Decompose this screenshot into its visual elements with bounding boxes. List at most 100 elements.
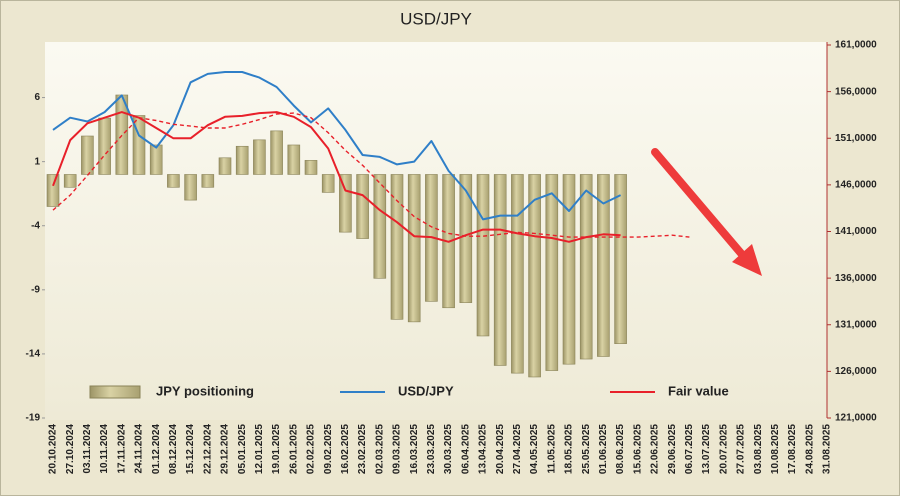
x-tick-label: 16.03.2025 [409, 424, 420, 474]
x-tick-label: 27.10.2024 [65, 424, 76, 474]
bar [562, 174, 576, 365]
bar [459, 174, 473, 303]
x-tick-label: 10.08.2025 [770, 424, 781, 474]
x-tick-label: 24.11.2024 [134, 424, 145, 474]
x-tick-label: 15.06.2025 [632, 424, 643, 474]
x-tick-label: 31.08.2025 [822, 424, 833, 474]
x-tick-label: 30.03.2025 [443, 424, 454, 474]
bar [253, 139, 266, 175]
bar [321, 174, 335, 193]
bar [98, 117, 111, 175]
x-tick-label: 05.01.2025 [237, 424, 248, 474]
legend-label: JPY positioning [156, 383, 254, 398]
bar [339, 174, 352, 233]
bar [270, 130, 283, 175]
x-tick-label: 08.12.2024 [168, 424, 179, 474]
x-tick-label: 13.04.2025 [478, 424, 489, 474]
bar [81, 135, 94, 175]
y-tick-label: -9 [31, 284, 40, 295]
x-tick-label: 19.01.2025 [271, 424, 282, 474]
bar [304, 160, 318, 175]
bar [579, 174, 593, 360]
bar [287, 144, 301, 175]
bar [597, 174, 610, 357]
x-tick-label: 12.01.2025 [254, 424, 265, 474]
trend-arrow [651, 148, 762, 276]
x-tick-label: 26.01.2025 [288, 424, 299, 474]
line [52, 111, 621, 243]
y2-tick-label: 156,0000 [835, 86, 877, 97]
y2-tick-label: 136,0000 [835, 273, 877, 284]
y2-tick-label: 131,0000 [835, 319, 877, 330]
x-tick-label: 16.02.2025 [340, 424, 351, 474]
x-tick-label: 13.07.2025 [701, 424, 712, 474]
legend-label: Fair value [668, 383, 729, 398]
bar [373, 174, 387, 279]
bar [149, 144, 163, 175]
bar [235, 145, 249, 175]
y-tick-label: -4 [31, 220, 40, 231]
y-tick-label: -19 [26, 413, 41, 424]
x-tick-label: 15.12.2024 [185, 424, 196, 474]
legend-label: USD/JPY [398, 383, 454, 398]
x-tick-label: 29.06.2025 [667, 424, 678, 474]
x-tick-label: 23.03.2025 [426, 424, 437, 474]
bar [476, 174, 490, 337]
y2-tick-label: 161,0000 [835, 40, 877, 51]
x-tick-label: 11.05.2025 [546, 424, 557, 474]
bar [511, 174, 524, 374]
x-tick-label: 02.03.2025 [374, 424, 385, 474]
x-tick-label: 04.05.2025 [529, 424, 540, 474]
x-tick-label: 17.11.2024 [116, 424, 127, 474]
x-tick-label: 06.04.2025 [460, 424, 471, 474]
bar [407, 174, 421, 323]
x-tick-label: 23.02.2025 [357, 424, 368, 474]
dashed-line [52, 112, 690, 238]
y-tick-label: 1 [34, 156, 40, 167]
x-tick-label: 27.04.2025 [512, 424, 523, 474]
chart-title: USD/JPY [400, 9, 472, 28]
y2-tick-label: 121,0000 [835, 413, 877, 424]
x-tick-label: 06.07.2025 [684, 424, 695, 474]
x-tick-label: 27.07.2025 [736, 424, 747, 474]
y-tick-label: -14 [26, 349, 41, 360]
x-tick-label: 24.08.2025 [804, 424, 815, 474]
x-tick-label: 20.07.2025 [718, 424, 729, 474]
bar [390, 174, 404, 320]
y2-tick-label: 146,0000 [835, 180, 877, 191]
y2-tick-label: 141,0000 [835, 226, 877, 237]
bar [46, 174, 60, 207]
bar [528, 174, 541, 378]
bar [184, 174, 197, 201]
x-tick-label: 25.05.2025 [581, 424, 592, 474]
x-tick-label: 29.12.2024 [220, 424, 231, 474]
x-tick-label: 22.06.2025 [650, 424, 661, 474]
line [52, 71, 622, 221]
x-tick-label: 20.04.2025 [495, 424, 506, 474]
bar [545, 174, 559, 371]
bar [218, 157, 232, 175]
x-tick-label: 20.10.2024 [48, 424, 59, 474]
x-tick-label: 09.03.2025 [392, 424, 403, 474]
x-tick-label: 03.11.2024 [82, 424, 93, 474]
x-tick-label: 03.08.2025 [753, 424, 764, 474]
x-tick-label: 02.02.2025 [306, 424, 317, 474]
y2-tick-label: 126,0000 [835, 366, 877, 377]
y-tick-label: 6 [34, 92, 40, 103]
bar [356, 174, 369, 239]
bar [201, 174, 215, 188]
bar [167, 174, 180, 188]
bar [614, 174, 627, 344]
x-tick-label: 08.06.2025 [615, 424, 626, 474]
bar [63, 174, 77, 188]
x-tick-label: 22.12.2024 [202, 424, 213, 474]
y2-tick-label: 151,0000 [835, 133, 877, 144]
x-tick-label: 17.08.2025 [787, 424, 798, 474]
x-tick-label: 01.06.2025 [598, 424, 609, 474]
x-tick-label: 18.05.2025 [564, 424, 575, 474]
bar [493, 174, 507, 366]
x-tick-label: 01.12.2024 [151, 424, 162, 474]
legend-swatch [89, 385, 141, 399]
x-tick-label: 09.02.2025 [323, 424, 334, 474]
